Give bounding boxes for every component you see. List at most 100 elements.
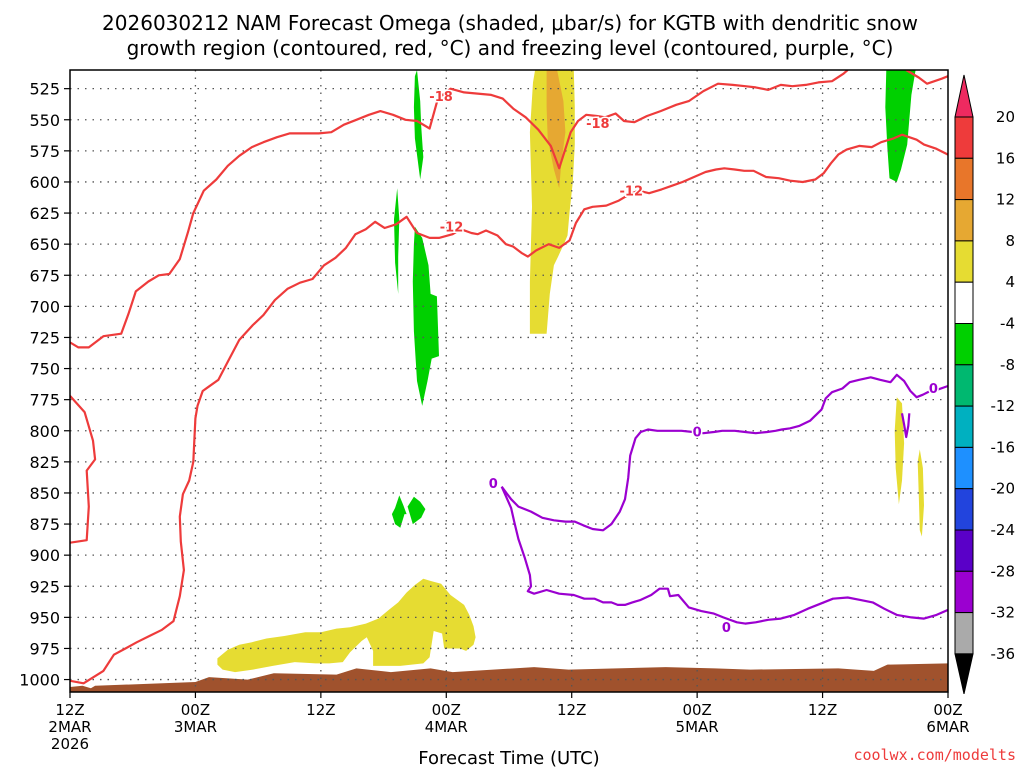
colorbar-label: -4 (1000, 315, 1015, 333)
purple-contour-line (900, 413, 911, 439)
contour-label: -12 (620, 184, 644, 199)
y-tick-label: 675 (29, 266, 60, 285)
colorbar-label: -32 (991, 604, 1016, 622)
colorbar-bottom-arrow (954, 653, 974, 695)
colorbar: 20 16 12 8 4 -4 -8 -12 -16 -20 -24 -28 -32 -36 (954, 74, 1016, 695)
colorbar-swatch (954, 529, 974, 572)
omega-region-yellow (217, 578, 476, 673)
plot-area (70, 70, 948, 692)
red-contour-line (70, 395, 97, 544)
omega-region-green (885, 70, 916, 182)
y-tick-label: 700 (29, 297, 60, 316)
colorbar-swatch (954, 240, 974, 283)
colorbar-label: -12 (991, 397, 1016, 415)
y-tick-label: 625 (29, 204, 60, 223)
colorbar-label: 20 (996, 108, 1015, 126)
omega-region-orange (546, 70, 566, 189)
red-contour-line (70, 133, 948, 685)
plot-frame (69, 69, 949, 693)
y-tick-label: 600 (29, 173, 60, 192)
x-tick-date: 4MAR (425, 718, 468, 736)
y-tick-label: 950 (29, 608, 60, 627)
y-tick-label: 800 (29, 422, 60, 441)
x-tick-label: 12Z (306, 701, 335, 719)
chart-title-line1: 2026030212 NAM Forecast Omega (shaded, μ… (102, 11, 918, 35)
x-tick-label: 00Z (682, 701, 711, 719)
colorbar-label: -8 (1000, 356, 1015, 374)
x-tick-label: 00Z (181, 701, 210, 719)
y-tick-label: 850 (29, 484, 60, 503)
y-tick-label: 750 (29, 360, 60, 379)
colorbar-swatch (954, 323, 974, 366)
x-tick-label: 12Z (557, 701, 586, 719)
colorbar-label: 4 (1005, 273, 1015, 291)
colorbar-label: 16 (996, 149, 1015, 167)
contour-label: -12 (440, 220, 464, 235)
colorbar-label: -16 (991, 438, 1016, 456)
colorbar-swatch (954, 157, 974, 201)
colorbar-swatch (954, 405, 974, 448)
contour-label: -18 (586, 117, 610, 132)
y-axis: 525 550 575 600 625 650 675 700 725 750 775 800 825 8… (19, 80, 70, 690)
omega-region-green (412, 226, 439, 406)
omega-region-green (413, 70, 424, 180)
omega-region-green (407, 496, 426, 525)
credit-link[interactable]: coolwx.com/modelts (853, 746, 1016, 764)
omega-region-green (394, 188, 400, 294)
colorbar-label: -28 (991, 562, 1016, 580)
y-tick-label: 925 (29, 577, 60, 596)
x-tick-label: 00Z (933, 701, 962, 719)
y-tick-label: 725 (29, 328, 60, 347)
x-tick-year: 2026 (51, 735, 89, 753)
x-axis-label: Forecast Time (UTC) (418, 748, 599, 768)
y-tick-label: 900 (29, 546, 60, 565)
y-tick-label: 550 (29, 111, 60, 130)
colorbar-swatch (954, 488, 974, 531)
x-tick-label: 00Z (432, 701, 461, 719)
contour-labels: -18 -18 -12 -12 0 0 0 0 (428, 88, 940, 637)
colorbar-swatch (954, 570, 974, 614)
terrain-fill (70, 663, 948, 692)
x-tick-label: 12Z (808, 701, 837, 719)
y-tick-label: 775 (29, 391, 60, 410)
contour-label: -18 (429, 90, 453, 105)
grid-lines (70, 70, 948, 692)
purple-contour-line (500, 373, 948, 532)
red-contour-line (905, 70, 948, 85)
x-tick-label: 12Z (55, 701, 84, 719)
colorbar-swatch (954, 364, 974, 407)
colorbar-label: 12 (996, 191, 1015, 209)
contour-lines (70, 70, 948, 685)
y-tick-label: 975 (29, 639, 60, 658)
omega-region-yellow (917, 449, 924, 537)
chart-title-line2: growth region (contoured, red, °C) and f… (127, 36, 894, 60)
y-tick-label: 825 (29, 453, 60, 472)
colorbar-label: -24 (991, 521, 1016, 539)
omega-region-yellow (894, 397, 905, 505)
colorbar-label: -36 (991, 645, 1016, 663)
omega-shading (217, 70, 924, 673)
y-tick-label: 525 (29, 80, 60, 99)
y-tick-label: 650 (29, 235, 60, 254)
y-tick-label: 1000 (19, 671, 60, 690)
colorbar-swatch (954, 116, 974, 159)
x-tick-date: 5MAR (676, 718, 719, 736)
colorbar-swatch (954, 612, 974, 655)
contour-label: 0 (722, 621, 731, 636)
purple-contour-line (500, 486, 948, 625)
colorbar-swatch (954, 446, 974, 490)
contour-label: 0 (489, 477, 498, 492)
terrain-layer (70, 663, 948, 692)
y-tick-label: 875 (29, 515, 60, 534)
x-tick-date: 6MAR (926, 718, 969, 736)
omega-region-green (391, 495, 407, 528)
red-contour-line (70, 70, 849, 349)
contour-label: 0 (693, 426, 702, 441)
x-tick-date: 2MAR (48, 718, 91, 736)
x-tick-date: 3MAR (174, 718, 217, 736)
colorbar-label: -20 (991, 480, 1016, 498)
colorbar-label: 8 (1005, 232, 1015, 250)
contour-label: 0 (929, 382, 938, 397)
